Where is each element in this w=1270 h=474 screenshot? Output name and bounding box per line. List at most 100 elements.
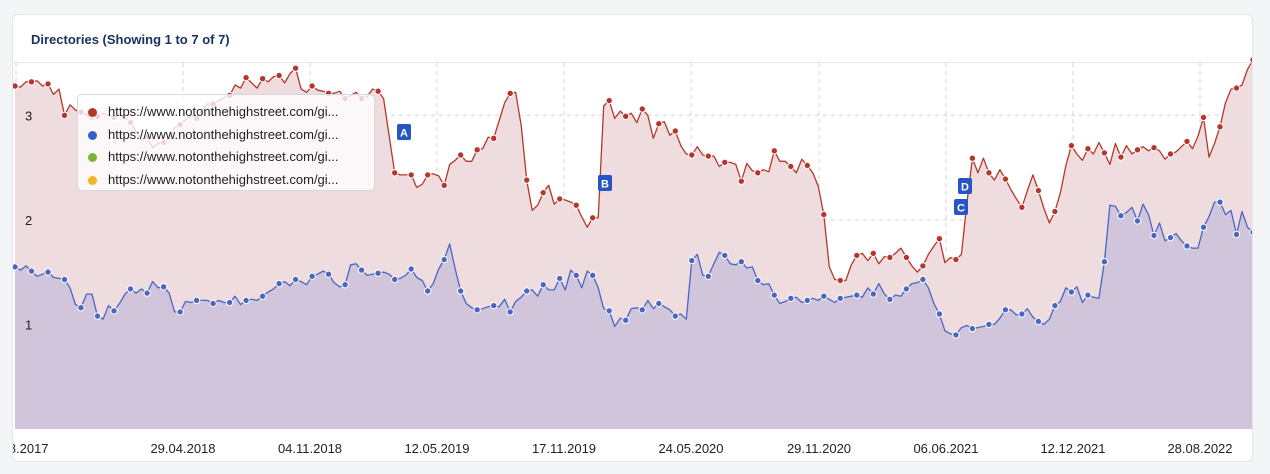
legend-dot (88, 175, 97, 185)
series-point (1216, 123, 1224, 131)
series-point (1117, 153, 1125, 161)
series-point (44, 268, 52, 276)
series-point (671, 127, 679, 135)
series-point (341, 281, 349, 289)
series-point (242, 73, 250, 82)
series-point (1150, 231, 1158, 240)
legend-dot (88, 153, 97, 162)
y-tick-label: 2 (25, 213, 32, 228)
series-point (357, 266, 366, 274)
series-point (27, 267, 36, 275)
series-point (1034, 186, 1043, 195)
series-point (572, 271, 580, 279)
series-point (803, 296, 811, 305)
series-point (1051, 301, 1059, 310)
legend-label: https://www.notonthehighstreet.com/gi... (108, 171, 339, 187)
series-point (490, 301, 498, 310)
series-point (1018, 203, 1026, 212)
series-point (638, 105, 646, 113)
series-point (275, 71, 283, 80)
series-point (754, 276, 762, 285)
legend-item[interactable]: https://www.notonthehighstreet.com/gi... (78, 171, 374, 194)
series-point (242, 296, 250, 305)
series-point (506, 89, 514, 98)
series-point (671, 312, 679, 320)
annotation-label: C (957, 203, 965, 215)
series-point (1133, 217, 1142, 225)
x-tick-label: 12.12.2021 (1040, 441, 1105, 456)
series-point (391, 169, 399, 177)
series-point (869, 249, 877, 258)
legend-item[interactable]: https://www.notonthehighstreet.com/gi... (78, 126, 374, 149)
series-point (1067, 141, 1076, 150)
series-point (374, 87, 382, 95)
series-point (192, 296, 201, 305)
series-point (44, 80, 52, 88)
annotation-marker: C (954, 199, 968, 215)
series-point (1166, 150, 1175, 158)
annotation-marker: D (958, 178, 972, 194)
legend-label: https://www.notonthehighstreet.com/gi... (108, 104, 339, 119)
series-point (1067, 288, 1076, 296)
series-point (572, 201, 580, 209)
series-point (1166, 233, 1175, 242)
x-tick-label: 24.05.2020 (658, 441, 723, 456)
series-point (853, 251, 861, 260)
series-point (1084, 145, 1092, 153)
series-point (1150, 144, 1158, 152)
x-tick-label: 28.08.2022 (1167, 441, 1232, 456)
series-point (424, 171, 432, 179)
series-point (490, 134, 498, 143)
series-point (770, 291, 778, 299)
annotation-label: A (400, 128, 408, 140)
x-tick-label: 13.08.2017 (13, 441, 49, 456)
series-point (688, 151, 696, 159)
series-point (374, 269, 382, 277)
series-point (457, 151, 465, 159)
series-point (523, 176, 531, 184)
series-point (704, 152, 712, 160)
x-tick-label: 04.11.2018 (278, 441, 342, 456)
card-title: Directories (Showing 1 to 7 of 7) (31, 32, 230, 47)
chart: A B CD 1 2 3 13.08.2017 29.04.2018 04.11.2018 12… (13, 56, 1252, 456)
series-point (539, 281, 547, 289)
series-point (1034, 317, 1043, 325)
series-point (391, 275, 399, 284)
annotation-box (598, 175, 612, 191)
series-point (407, 171, 415, 179)
series-point (1232, 230, 1241, 239)
series-point (1117, 212, 1125, 220)
legend-item[interactable]: https://www.notonthehighstreet.com/gi... (78, 148, 374, 171)
series-point (1249, 228, 1252, 236)
series-point (1216, 198, 1224, 206)
series-point (820, 292, 828, 300)
series-point (1100, 149, 1109, 157)
series-point (523, 287, 531, 295)
legend-item[interactable]: https://www.notonthehighstreet.com/gi... (78, 103, 374, 126)
legend: https://www.notonthehighstreet.com/gi...… (77, 94, 375, 191)
series-point (721, 158, 729, 167)
series-point (836, 294, 844, 302)
series-point (787, 294, 795, 302)
series-point (308, 82, 316, 90)
series-point (556, 274, 564, 283)
series-point (1133, 146, 1142, 154)
series-point (539, 189, 547, 197)
series-point (1084, 291, 1092, 299)
series-point (770, 147, 778, 155)
card-header: Directories (Showing 1 to 7 of 7) (13, 15, 1252, 63)
series-point (952, 331, 960, 339)
series-point (803, 161, 811, 170)
series-point (60, 111, 69, 120)
series-point (110, 307, 118, 315)
series-point (13, 82, 19, 90)
series-point (1199, 223, 1208, 231)
series-point (291, 275, 300, 284)
series-point (1249, 56, 1252, 64)
series-point (440, 255, 448, 264)
series-point (77, 304, 85, 312)
series-point (473, 146, 481, 154)
series-point (1018, 310, 1026, 318)
x-tick-label: 06.06.2021 (913, 441, 978, 456)
